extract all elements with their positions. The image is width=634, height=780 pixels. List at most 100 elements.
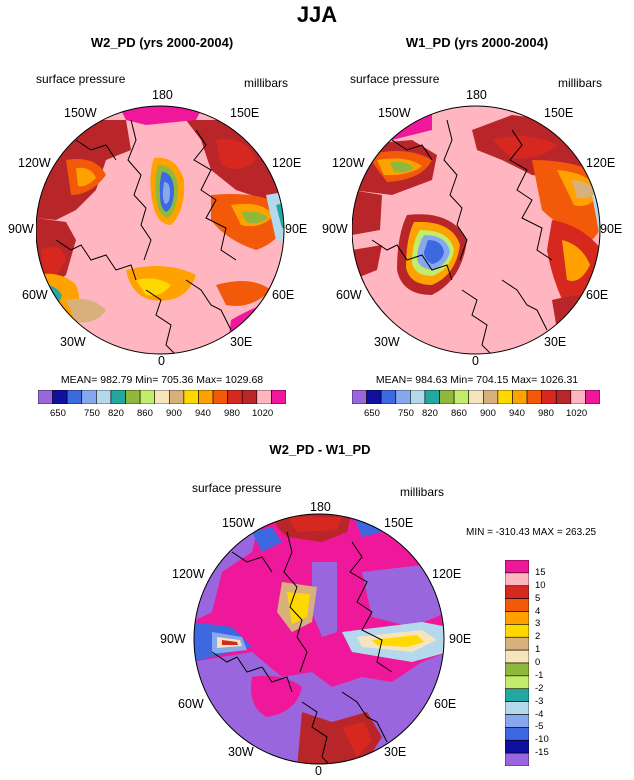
- left-lon-30e: 30E: [230, 335, 253, 349]
- right-cb-tick-4: 900: [480, 408, 496, 419]
- colorbar-swatch: [526, 390, 542, 404]
- colorbar-swatch: [468, 390, 484, 404]
- right-lon-30e: 30E: [544, 335, 567, 349]
- right-cb-tick-2: 820: [422, 408, 438, 419]
- colorbar-tick-label: -5: [535, 721, 544, 733]
- diff-lon-150e: 150E: [384, 516, 414, 530]
- colorbar-swatch: [212, 390, 228, 404]
- colorbar-tick-label: 4: [535, 605, 541, 617]
- colorbar-tick-label: 5: [535, 592, 541, 604]
- diff-polar-map: [193, 513, 445, 765]
- colorbar-swatch: [585, 390, 600, 404]
- left-polar-map: [36, 105, 285, 355]
- colorbar-swatch: [505, 739, 529, 754]
- left-lon-60e: 60E: [272, 288, 295, 302]
- left-cb-tick-7: 1020: [252, 408, 274, 419]
- diff-lon-180: 180: [310, 500, 331, 514]
- left-panel-title: W2_PD (yrs 2000-2004): [90, 35, 234, 50]
- colorbar-swatch: [505, 675, 529, 690]
- colorbar-swatch: [81, 390, 97, 404]
- colorbar-swatch: [424, 390, 440, 404]
- diff-lon-150w: 150W: [222, 516, 255, 530]
- right-cb-tick-7: 1020: [566, 408, 588, 419]
- colorbar-swatch: [505, 714, 529, 728]
- colorbar-swatch: [505, 662, 529, 677]
- colorbar-swatch: [497, 390, 513, 404]
- right-lon-180: 180: [466, 88, 487, 102]
- diff-lon-60w: 60W: [178, 697, 204, 711]
- colorbar-swatch: [271, 390, 286, 404]
- diff-field-label: surface pressure: [192, 481, 282, 495]
- left-cb-tick-2: 820: [108, 408, 124, 419]
- colorbar-swatch: [183, 390, 199, 404]
- colorbar-swatch: [541, 390, 557, 404]
- colorbar-tick-label: -2: [535, 682, 544, 694]
- colorbar-tick-label: 3: [535, 618, 541, 630]
- right-cb-tick-5: 940: [509, 408, 525, 419]
- colorbar-tick-label: 1: [535, 644, 541, 656]
- diff-lon-120e: 120E: [432, 567, 462, 581]
- diff-panel-title: W2_PD - W1_PD: [269, 442, 371, 457]
- left-lon-60w: 60W: [22, 288, 48, 302]
- colorbar-tick-label: -4: [535, 708, 544, 720]
- main-title: JJA: [296, 2, 338, 27]
- coastlines: [211, 531, 393, 764]
- diff-lon-30w: 30W: [228, 745, 254, 759]
- colorbar-swatch: [154, 390, 170, 404]
- colorbar-swatch: [410, 390, 426, 404]
- left-lon-150w: 150W: [64, 106, 97, 120]
- diff-lon-30e: 30E: [384, 745, 407, 759]
- right-lon-60e: 60E: [586, 288, 609, 302]
- diff-lon-0: 0: [315, 764, 322, 778]
- diff-lon-90w: 90W: [160, 632, 186, 646]
- colorbar-swatch: [352, 390, 367, 404]
- colorbar-swatch: [505, 727, 529, 741]
- right-lon-120w: 120W: [332, 156, 365, 170]
- colorbar-tick-label: 15: [535, 566, 546, 578]
- colorbar-tick-label: -15: [535, 747, 549, 759]
- right-cb-tick-1: 750: [398, 408, 414, 419]
- left-lon-90e: 90E: [285, 222, 308, 236]
- colorbar-swatch: [505, 701, 529, 715]
- colorbar-swatch: [505, 572, 529, 587]
- colorbar-swatch: [505, 636, 529, 651]
- left-cb-tick-0: 650: [50, 408, 66, 419]
- left-cb-tick-4: 900: [166, 408, 182, 419]
- right-cb-tick-6: 980: [538, 408, 554, 419]
- colorbar-swatch: [52, 390, 68, 404]
- colorbar-swatch: [505, 560, 529, 574]
- colorbar-swatch: [453, 390, 470, 404]
- right-lon-60w: 60W: [336, 288, 362, 302]
- colorbar-tick-label: -1: [535, 669, 544, 681]
- left-lon-180: 180: [152, 88, 173, 102]
- diff-lon-90e: 90E: [449, 632, 472, 646]
- left-lon-120w: 120W: [18, 156, 51, 170]
- coastlines: [371, 119, 553, 354]
- left-cb-tick-3: 860: [137, 408, 153, 419]
- right-lon-90e: 90E: [600, 222, 623, 236]
- colorbar-tick-label: 10: [535, 579, 546, 591]
- colorbar-swatch: [38, 390, 53, 404]
- left-lon-150e: 150E: [230, 106, 260, 120]
- right-panel-title: W1_PD (yrs 2000-2004): [405, 35, 549, 50]
- colorbar-swatch: [110, 390, 126, 404]
- right-lon-150w: 150W: [378, 106, 411, 120]
- left-lon-120e: 120E: [272, 156, 302, 170]
- colorbar-swatch: [505, 611, 529, 625]
- right-lon-0: 0: [472, 354, 479, 368]
- right-cb-tick-3: 860: [451, 408, 467, 419]
- right-stats: MEAN= 984.63 Min= 704.15 Max= 1026.31: [375, 374, 579, 386]
- colorbar-tick-label: 2: [535, 631, 541, 643]
- colorbar-swatch: [505, 752, 529, 766]
- colorbar-swatch: [366, 390, 382, 404]
- diff-colorbar: [505, 560, 529, 766]
- colorbar-swatch: [125, 390, 141, 404]
- colorbar-swatch: [505, 585, 529, 599]
- right-lon-150e: 150E: [544, 106, 574, 120]
- colorbar-swatch: [570, 390, 586, 404]
- diff-stats: MIN = -310.43 MAX = 263.25: [466, 527, 597, 538]
- left-lon-30w: 30W: [60, 335, 86, 349]
- diff-lon-120w: 120W: [172, 567, 205, 581]
- left-field-label: surface pressure: [36, 72, 126, 86]
- left-cb-tick-1: 750: [84, 408, 100, 419]
